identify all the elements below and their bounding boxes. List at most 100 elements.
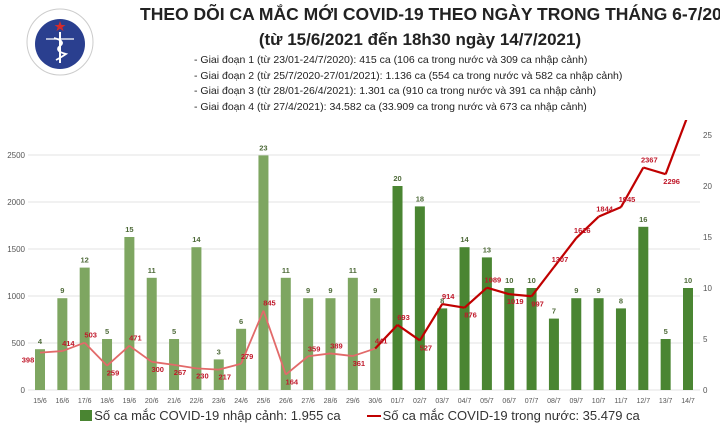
bar-data-label: 8 <box>619 296 623 305</box>
x-axis-tick-label: 28/6 <box>324 398 338 405</box>
bar-data-label: 9 <box>306 286 310 295</box>
bar <box>392 186 403 390</box>
x-axis-tick-label: 30/6 <box>368 398 382 405</box>
legend-item-imported: Số ca mắc COVID-19 nhập cảnh: 1.955 ca <box>80 408 341 423</box>
bar <box>258 155 269 390</box>
x-axis-tick-label: 20/6 <box>145 398 159 405</box>
line-data-label: 1844 <box>596 205 614 214</box>
bar <box>638 226 649 390</box>
bar-data-label: 5 <box>105 327 109 336</box>
line-segment <box>240 310 265 365</box>
bar <box>504 288 515 390</box>
line-segment <box>173 364 197 370</box>
x-axis-tick-label: 16/6 <box>56 398 70 405</box>
bar <box>213 359 224 390</box>
line-segment <box>39 350 63 354</box>
line-segment <box>509 293 532 298</box>
right-axis-tick-label: 0 <box>703 386 708 395</box>
line-data-label: 164 <box>286 378 299 387</box>
bar-data-label: 15 <box>125 225 133 234</box>
x-axis-tick-label: 06/7 <box>502 398 516 405</box>
line-data-label: 2367 <box>641 156 658 165</box>
bar <box>414 206 425 390</box>
bar-data-label: 13 <box>483 245 491 254</box>
x-axis-tick-label: 25/6 <box>257 398 271 405</box>
line-segment <box>84 342 108 367</box>
x-axis-tick-label: 04/7 <box>458 398 472 405</box>
x-axis-tick-label: 21/6 <box>167 398 181 405</box>
line-segment <box>352 347 376 357</box>
line-data-label: 441 <box>375 337 388 346</box>
line-segment <box>262 310 287 375</box>
x-axis-tick-label: 22/6 <box>190 398 204 405</box>
x-axis-tick-label: 10/7 <box>592 398 606 405</box>
line-segment <box>330 352 353 357</box>
x-axis-tick-label: 14/7 <box>681 398 695 405</box>
combo-chart: 0 500 1000 1500 2000 2500 0 5 10 15 20 25 4 9 12 5 15 11 5… <box>7 120 712 405</box>
left-axis-tick-label: 1000 <box>7 292 25 301</box>
line-data-label: 1019 <box>507 297 524 306</box>
bar <box>347 277 358 390</box>
phase-line: - Giai đoạn 3 (từ 28/01-26/4/2021): 1.30… <box>194 85 597 97</box>
phase-summary: - Giai đoạn 1 (từ 23/01-24/7/2020): 415 … <box>194 53 622 115</box>
bar-data-label: 5 <box>664 327 668 336</box>
line-segment <box>575 215 600 239</box>
bar <box>437 308 448 390</box>
bar-data-label: 9 <box>574 286 578 295</box>
x-axis-tick-label: 12/7 <box>636 398 650 405</box>
bar <box>571 298 582 390</box>
x-axis-tick-label: 27/6 <box>301 398 315 405</box>
line-data-label: 845 <box>263 299 276 308</box>
bar <box>526 288 537 390</box>
line-segment <box>553 237 578 268</box>
bar-data-label: 18 <box>416 194 424 203</box>
bar-data-label: 10 <box>684 276 692 285</box>
bar <box>35 349 45 390</box>
line-data-label: 914 <box>442 292 455 301</box>
bar <box>191 247 202 390</box>
bar-data-label: 3 <box>217 347 221 356</box>
x-axis-tick-label: 24/6 <box>234 398 248 405</box>
line-segment <box>308 352 331 358</box>
line-segment <box>463 286 488 309</box>
right-axis-tick-label: 5 <box>703 335 708 344</box>
phase-line: - Giai đoạn 2 (từ 25/7/2020-27/01/2021):… <box>194 69 623 82</box>
phase-line: - Giai đoạn 1 (từ 23/01-24/7/2020): 415 … <box>194 54 588 66</box>
x-axis-tick-label: 07/7 <box>525 398 539 405</box>
legend-line-swatch <box>366 414 381 417</box>
x-axis-tick-label: 23/6 <box>212 398 226 405</box>
legend-bar-swatch <box>80 410 93 421</box>
bar-data-label: 9 <box>373 286 377 295</box>
line-segment <box>530 266 555 297</box>
line-data-label: 398 <box>22 356 35 365</box>
bar-data-label: 14 <box>192 235 201 244</box>
right-axis-tick-label: 25 <box>703 131 712 140</box>
bar <box>660 339 671 390</box>
right-axis-tick-label: 10 <box>703 284 712 293</box>
bar <box>683 288 693 390</box>
bar <box>615 308 626 390</box>
bar <box>124 237 135 390</box>
bar-data-label: 4 <box>38 337 43 346</box>
x-axis-tick-label: 18/6 <box>100 398 114 405</box>
bar-data-label: 9 <box>328 286 332 295</box>
bar <box>57 298 68 390</box>
x-axis-tick-label: 19/6 <box>123 398 137 405</box>
bar <box>325 298 336 390</box>
bar-data-label: 20 <box>393 174 401 183</box>
line-segment <box>664 120 688 175</box>
bar-data-label: 5 <box>172 327 176 336</box>
line-segment <box>598 206 622 218</box>
bar-data-label: 6 <box>239 317 243 326</box>
line-segment <box>442 302 465 309</box>
line-data-label: 414 <box>62 339 75 348</box>
ministry-of-health-logo <box>26 8 94 76</box>
line-segment <box>151 360 175 366</box>
line-segment <box>196 367 219 371</box>
line-data-label: 217 <box>219 373 232 382</box>
line-data-label: 1945 <box>619 195 636 204</box>
bar <box>548 318 559 390</box>
legend-label: Số ca mắc COVID-19 trong nước: 35.479 ca <box>382 408 640 423</box>
chart-title: THEO DÕI CA MẮC MỚI COVID-19 THEO NGÀY T… <box>140 4 720 24</box>
x-axis-tick-label: 08/7 <box>547 398 561 405</box>
